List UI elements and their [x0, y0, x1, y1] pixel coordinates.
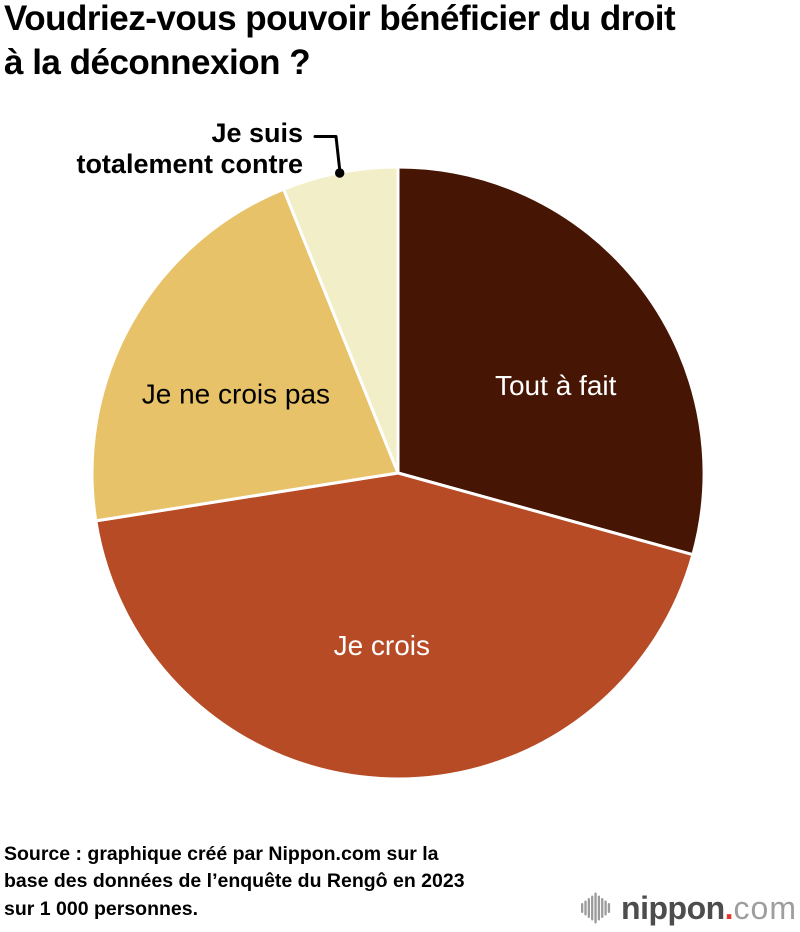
soundwave-bar [601, 898, 604, 918]
pie-slice-0 [396, 165, 706, 557]
callout-dot [335, 168, 345, 178]
slice-label-0: Tout à fait [495, 370, 617, 401]
pie-slice-1 [94, 471, 695, 781]
soundwave-bar [587, 898, 591, 918]
soundwave-bar [594, 892, 597, 924]
pie-slices [90, 165, 706, 781]
soundwave-bar [584, 900, 587, 916]
soundwave-bar [597, 895, 601, 921]
soundwave-bar [581, 903, 584, 913]
source-note: Source : graphique créé par Nippon.com s… [4, 843, 465, 920]
pie-slice-2 [90, 187, 400, 523]
slice-labels: Tout à fait Je crois Je ne crois pas [142, 370, 617, 661]
callout-leader-line [313, 135, 341, 170]
callout-label-totalement-contre: Je suis totalement contre [76, 118, 303, 179]
soundwave-icon [581, 892, 611, 924]
soundwave-bar [604, 900, 607, 916]
logo-name: nippon [621, 889, 725, 926]
slice-label-2: Je ne crois pas [142, 379, 330, 410]
slice-label-1: Je crois [334, 630, 430, 661]
logo-dot: . [724, 889, 734, 926]
soundwave-bar [607, 903, 611, 913]
nippon-logo: nippon.com [580, 888, 797, 928]
logo-text: nippon.com [621, 890, 797, 927]
soundwave-bar [591, 895, 594, 921]
logo-tld: com [733, 889, 797, 926]
page-title: Voudriez-vous pouvoir bénéficier du droi… [4, 0, 676, 82]
